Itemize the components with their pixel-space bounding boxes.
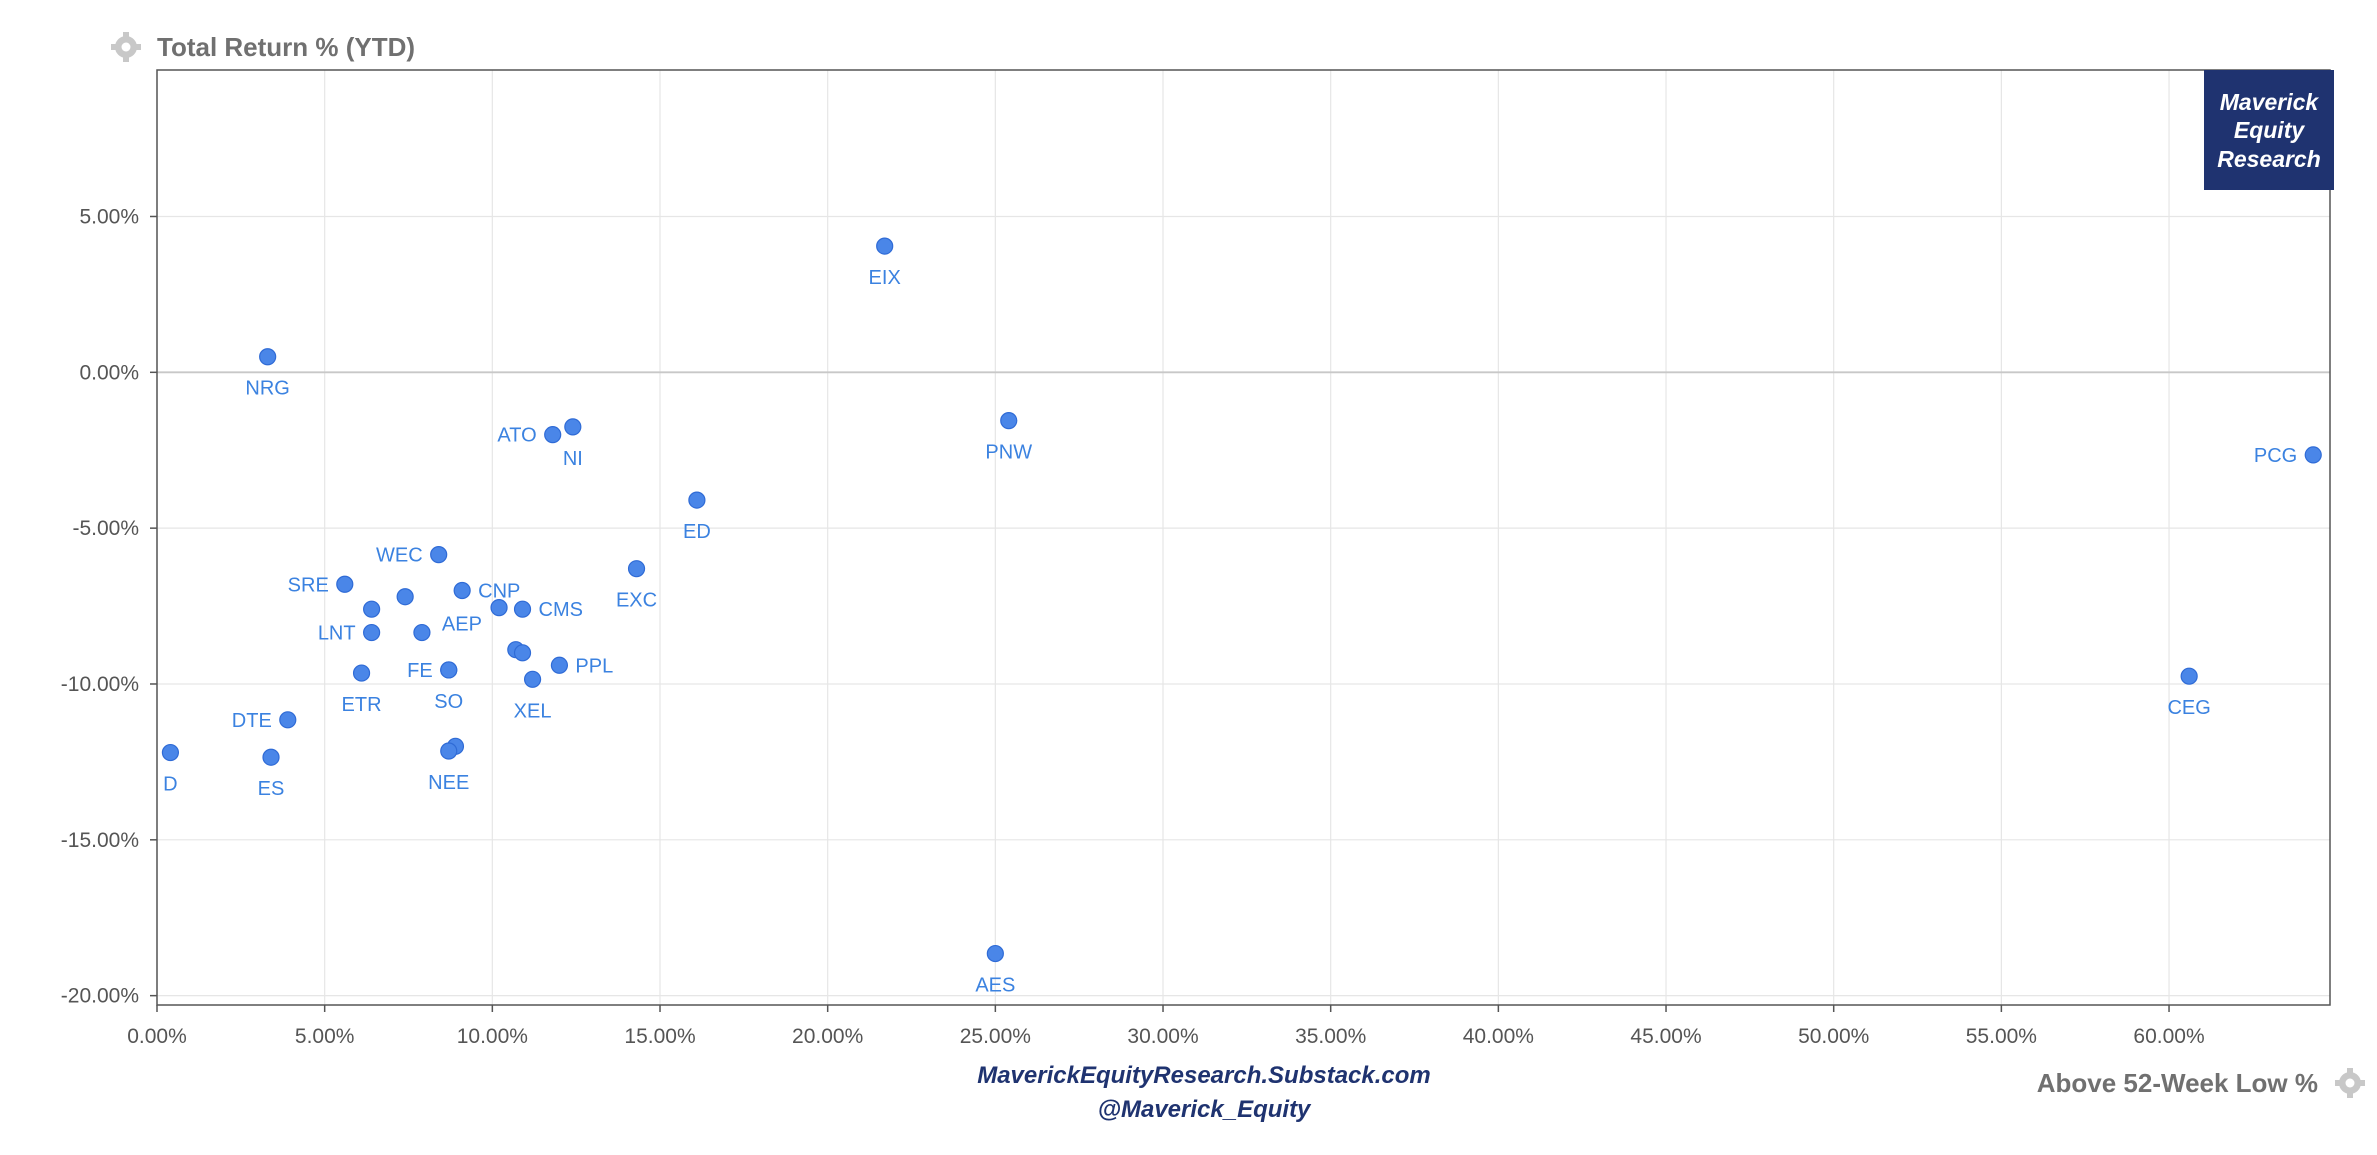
data-point[interactable] — [440, 661, 458, 679]
data-point[interactable] — [430, 546, 448, 564]
y-tick-label: -10.00% — [61, 673, 139, 696]
watermark-line-2: Equity — [2234, 117, 2305, 143]
x-tick-label: 60.00% — [2133, 1025, 2204, 1048]
data-point-label: CNP — [478, 580, 520, 602]
x-tick-label: 5.00% — [295, 1025, 355, 1048]
data-point[interactable] — [688, 491, 706, 509]
data-point-label: ED — [683, 521, 711, 543]
data-point[interactable] — [413, 623, 431, 642]
plot-frame — [156, 69, 2331, 1006]
data-point-label: ETR — [342, 694, 382, 716]
data-point[interactable] — [627, 560, 646, 578]
data-point-label: PCG — [2254, 445, 2297, 467]
x-axis: 0.00% 5.00% 10.00% 15.00% 20.00% 25.00% 30.00%… — [127, 1005, 2205, 1048]
data-point[interactable] — [1000, 412, 1018, 430]
data-point[interactable] — [986, 944, 1004, 963]
watermark-line-1: Maverick — [2220, 89, 2320, 115]
watermark-box: Maverick Equity Research — [2204, 70, 2334, 190]
x-tick-label: 10.00% — [457, 1025, 528, 1048]
data-point-label: DTE — [232, 710, 272, 732]
data-point-label: WEC — [376, 545, 423, 567]
data-point-label: PPL — [575, 655, 613, 677]
data-point[interactable] — [440, 742, 458, 760]
data-point[interactable] — [523, 670, 542, 688]
x-tick-label: 55.00% — [1966, 1025, 2037, 1048]
x-tick-label: 20.00% — [792, 1025, 863, 1048]
grid-lines — [156, 70, 2330, 1005]
data-point-label: LNT — [318, 623, 356, 645]
data-point[interactable] — [262, 748, 280, 766]
data-point[interactable] — [2304, 446, 2322, 464]
data-point[interactable] — [2180, 667, 2198, 685]
data-point-label: ATO — [497, 425, 536, 447]
data-point-label: NRG — [245, 378, 289, 400]
data-point-label: EIX — [869, 267, 901, 289]
x-tick-label: 40.00% — [1463, 1025, 1534, 1048]
data-point-label: SRE — [288, 574, 329, 596]
data-point[interactable] — [513, 644, 532, 662]
x-tick-label: 0.00% — [127, 1025, 187, 1048]
x-tick-label: 35.00% — [1295, 1025, 1366, 1048]
watermark-background — [2204, 70, 2334, 190]
data-point[interactable] — [352, 664, 371, 682]
data-points: EIX NRG PNW ATO NI PCG ED WEC EXC SRE CNP CMS AEP LNT… — [161, 237, 2322, 997]
y-tick-label: -5.00% — [72, 517, 139, 540]
data-point-label: AEP — [442, 614, 482, 636]
data-point-label: NI — [563, 448, 583, 470]
y-axis-title-group: Total Return % (YTD) — [111, 32, 415, 62]
footer-website: MaverickEquityResearch.Substack.com — [977, 1062, 1431, 1089]
x-tick-label: 45.00% — [1630, 1025, 1701, 1048]
data-point-label: D — [163, 774, 177, 796]
data-point-label: AES — [975, 975, 1015, 997]
data-point[interactable] — [363, 600, 381, 618]
data-point[interactable] — [876, 237, 894, 255]
x-axis-title: Above 52-Week Low % — [2037, 1068, 2318, 1098]
x-axis-title-group: Above 52-Week Low % — [2037, 1068, 2365, 1098]
x-tick-label: 15.00% — [624, 1025, 695, 1048]
x-axis-gear-icon[interactable] — [2335, 1068, 2365, 1098]
y-tick-label: 0.00% — [79, 361, 139, 384]
y-tick-label: -15.00% — [61, 829, 139, 852]
y-axis-gear-icon[interactable] — [111, 32, 141, 62]
footer-handle: @Maverick_Equity — [1098, 1096, 1312, 1123]
data-point-label: NEE — [428, 772, 469, 794]
data-point-label: XEL — [514, 700, 552, 722]
x-tick-label: 50.00% — [1798, 1025, 1869, 1048]
data-point[interactable] — [490, 599, 508, 617]
data-point-label: EXC — [616, 590, 657, 612]
data-point-label: SO — [434, 691, 463, 713]
data-point[interactable] — [336, 575, 354, 593]
data-point[interactable] — [513, 600, 532, 618]
data-point-label: ES — [258, 778, 285, 800]
y-axis: 5.00% 0.00% -5.00% -10.00% -15.00% -20.00% — [61, 205, 157, 1008]
data-point[interactable] — [453, 581, 471, 600]
data-point[interactable] — [363, 623, 381, 642]
footer: MaverickEquityResearch.Substack.com @Mav… — [977, 1062, 1431, 1123]
x-tick-label: 25.00% — [960, 1025, 1031, 1048]
data-point-label: PNW — [985, 442, 1032, 464]
data-point[interactable] — [259, 348, 277, 366]
data-point-label: FE — [407, 660, 433, 682]
y-tick-label: -20.00% — [61, 985, 139, 1008]
data-point[interactable] — [550, 656, 569, 674]
watermark-line-3: Research — [2217, 146, 2321, 172]
data-point[interactable] — [396, 588, 414, 606]
data-point[interactable] — [564, 418, 582, 436]
data-point[interactable] — [544, 426, 562, 444]
y-axis-title: Total Return % (YTD) — [157, 32, 415, 62]
x-tick-label: 30.00% — [1127, 1025, 1198, 1048]
data-point-label: CMS — [539, 599, 583, 621]
data-point[interactable] — [279, 711, 297, 729]
y-tick-label: 5.00% — [79, 205, 139, 228]
data-point[interactable] — [161, 743, 180, 762]
data-point-label: CEG — [2167, 697, 2210, 719]
